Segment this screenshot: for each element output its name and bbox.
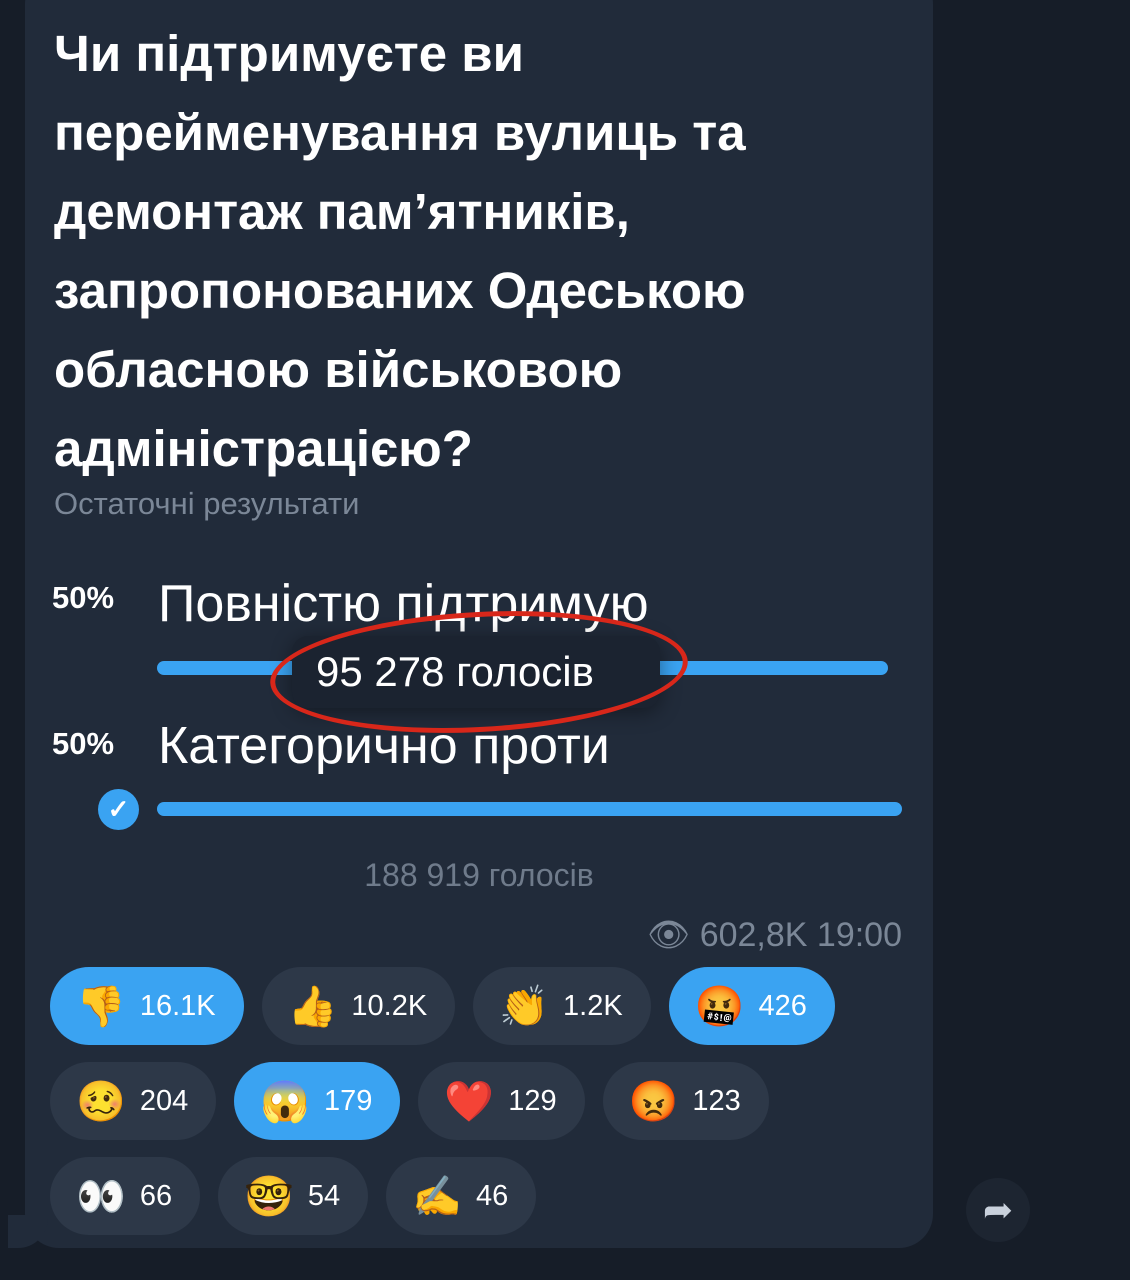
reaction-button[interactable]: 👀 66 [50,1157,201,1235]
reaction-emoji-icon: 👀 [76,1174,126,1219]
reaction-button[interactable]: 👎 16.1K [50,967,244,1045]
reaction-count: 54 [307,1179,341,1212]
reaction-button[interactable]: ✍️ 46 [386,1157,537,1235]
message-meta: 👁 602,8K 19:00 [647,915,902,955]
message-time: 19:00 [816,916,902,954]
reaction-emoji-icon: 🥴 [76,1079,126,1124]
poll-status: Остаточні результати [54,486,360,521]
reaction-button[interactable]: 🤓 54 [218,1157,369,1235]
reaction-emoji-icon: ✍️ [412,1174,462,1219]
reaction-emoji-icon: 👍 [287,984,338,1029]
poll-question: Чи підтримуєте ви перейменування вулиць … [54,25,746,477]
reaction-button[interactable]: ❤️ 129 [418,1062,585,1140]
reaction-button[interactable]: 😱 179 [234,1062,401,1140]
reaction-count: 66 [139,1179,173,1212]
reaction-emoji-icon: 🤓 [244,1174,294,1219]
reaction-count: 426 [758,989,807,1022]
votes-tooltip: 95 278 голосів [292,636,660,708]
share-button[interactable]: ➦ [966,1178,1030,1242]
reaction-count: 179 [324,1084,373,1117]
reaction-count: 1.2K [563,989,623,1022]
reaction-count: 204 [139,1084,189,1117]
reaction-count: 10.2K [351,989,428,1022]
total-votes[interactable]: 188 919 голосів [364,857,594,893]
reactions-bar: 👎 16.1K 👍 10.2K 👏 1.2K 🤬 426 🥴 204 😱 179 ❤️ 129 😡 123 👀 6… [50,967,870,1235]
option-1-percent: 50% [52,580,115,615]
option-1-label[interactable]: Повністю підтримую [158,575,649,633]
reaction-emoji-icon: 👏 [499,984,550,1029]
reaction-count: 123 [692,1084,741,1117]
share-arrow-icon: ➦ [982,1189,1014,1230]
reaction-emoji-icon: ❤️ [444,1079,495,1124]
reaction-button[interactable]: 🤬 426 [668,967,835,1045]
reaction-emoji-icon: 😡 [628,1079,679,1124]
reaction-button[interactable]: 🥴 204 [50,1062,217,1140]
option-2-label[interactable]: Категорично проти [158,717,610,775]
views-count: 602,8K [699,916,808,954]
option-2-bar[interactable] [157,802,902,816]
chosen-check-icon: ✓ [98,789,139,830]
tooltip-text: 95 278 голосів [316,648,594,695]
reaction-count: 46 [475,1179,509,1212]
reaction-button[interactable]: 👏 1.2K [473,967,651,1045]
reaction-button[interactable]: 👍 10.2K [261,967,456,1045]
reaction-count: 129 [508,1084,557,1117]
reaction-count: 16.1K [139,989,216,1022]
reaction-emoji-icon: 😱 [260,1079,311,1124]
reaction-emoji-icon: 🤬 [694,984,745,1029]
reaction-emoji-icon: 👎 [76,984,126,1029]
reaction-button[interactable]: 😡 123 [602,1062,769,1140]
option-2-percent: 50% [52,726,115,761]
eye-icon: 👁 [647,916,691,954]
